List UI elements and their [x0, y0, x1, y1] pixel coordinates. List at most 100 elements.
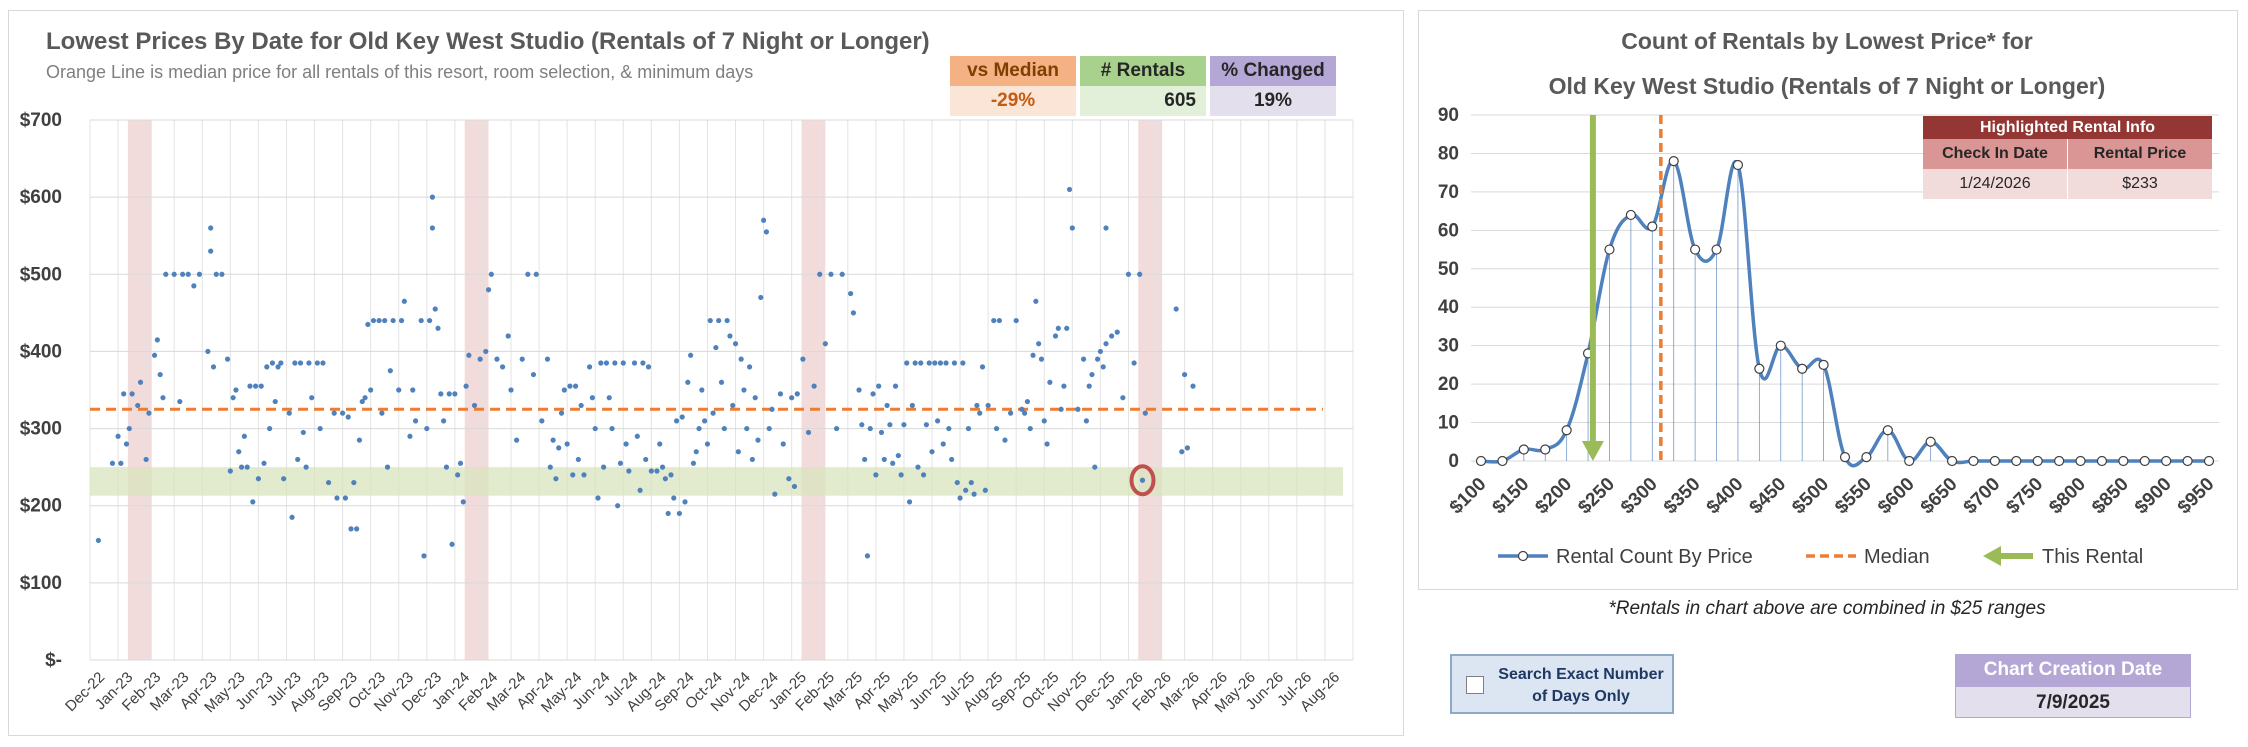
price-point — [241, 433, 247, 439]
price-point — [612, 360, 618, 366]
kpi-vs-median-label: vs Median — [950, 56, 1076, 86]
price-point — [1083, 418, 1089, 424]
price-point — [727, 333, 733, 339]
rental-count-point — [1540, 444, 1551, 455]
price-point — [752, 395, 758, 401]
price-point — [180, 271, 186, 277]
price-point — [196, 271, 203, 277]
price-point — [255, 476, 261, 482]
exact-days-checkbox[interactable]: Search Exact Number of Days Only — [1450, 654, 1674, 714]
price-point — [965, 425, 972, 432]
price-point — [943, 360, 949, 366]
x-tick-label: $250 — [1574, 474, 1619, 519]
y-tick-label: $400 — [20, 341, 62, 362]
y-tick-label: 90 — [1438, 105, 1459, 126]
price-point — [881, 456, 887, 463]
price-point — [923, 422, 929, 428]
price-point — [463, 383, 469, 389]
price-point — [957, 495, 963, 501]
rental-count-point — [2161, 455, 2172, 467]
x-tick-label: $800 — [2045, 474, 2090, 519]
price-point — [135, 402, 141, 409]
rental-count-point — [1475, 455, 1487, 467]
price-point — [297, 360, 304, 366]
price-point — [236, 449, 242, 455]
price-point — [1184, 445, 1191, 451]
price-point — [224, 356, 231, 362]
price-point — [811, 383, 817, 389]
price-point — [581, 472, 587, 478]
price-point — [1109, 333, 1115, 339]
price-point — [154, 337, 160, 343]
price-point — [351, 479, 357, 486]
price-point — [873, 472, 879, 478]
price-point — [979, 364, 986, 370]
price-point — [129, 391, 135, 397]
kpi-changed-label: % Changed — [1210, 56, 1336, 86]
price-point — [460, 499, 466, 505]
price-point — [345, 414, 351, 420]
price-point — [443, 464, 450, 470]
price-point — [387, 368, 393, 374]
price-point — [954, 479, 960, 486]
price-point — [789, 395, 795, 401]
price-point — [974, 402, 980, 409]
price-point — [859, 422, 865, 428]
price-point — [761, 217, 767, 223]
price-point — [466, 352, 472, 358]
price-point — [1086, 383, 1092, 389]
price-point — [295, 456, 301, 463]
price-point — [932, 360, 938, 366]
highlighted-rental-marker — [1129, 464, 1156, 497]
price-point — [1036, 341, 1042, 347]
price-point — [1069, 225, 1075, 231]
rental-count-point — [2011, 455, 2022, 467]
price-point — [920, 472, 927, 478]
price-point — [1047, 379, 1053, 385]
price-point — [940, 441, 946, 447]
price-point — [1094, 356, 1101, 362]
price-point — [544, 356, 551, 362]
price-point — [659, 464, 666, 470]
price-point — [143, 456, 149, 463]
x-tick-label: $350 — [1660, 474, 1705, 519]
price-point — [370, 317, 377, 324]
price-point — [904, 360, 910, 366]
price-point — [553, 476, 559, 482]
price-point — [567, 383, 573, 389]
checkbox-square[interactable] — [1466, 676, 1484, 694]
price-point — [912, 360, 918, 366]
rental-count-point — [1861, 452, 1872, 463]
x-tick-label: $300 — [1617, 474, 1662, 519]
price-point — [898, 472, 904, 478]
rental-count-point — [2182, 455, 2193, 467]
rental-count-point — [2054, 455, 2065, 467]
price-point — [741, 387, 747, 393]
price-point — [109, 460, 116, 466]
price-point — [777, 391, 784, 397]
distribution-footnote: *Rentals in chart above are combined in … — [1608, 598, 2046, 619]
price-point — [643, 456, 649, 463]
rental-count-point — [1839, 452, 1851, 463]
price-point — [915, 464, 921, 470]
price-point — [710, 410, 716, 416]
price-point — [682, 499, 688, 505]
y-tick-label: 80 — [1438, 143, 1459, 164]
rental-count-point — [1690, 244, 1701, 255]
highlight-table: Highlighted Rental Info Check In Date Re… — [1923, 116, 2212, 199]
y-tick-label: $100 — [20, 573, 62, 594]
price-point — [286, 410, 292, 416]
price-point — [867, 425, 873, 432]
price-point — [272, 398, 278, 405]
price-point — [721, 425, 727, 432]
price-point — [960, 360, 966, 366]
price-point — [356, 437, 363, 443]
price-point — [856, 387, 862, 393]
price-point — [637, 487, 643, 493]
price-point — [556, 445, 562, 451]
scatter-title: Lowest Prices By Date for Old Key West S… — [46, 28, 930, 55]
price-point — [384, 464, 391, 470]
price-point — [348, 526, 354, 532]
price-point — [946, 425, 952, 432]
price-point — [971, 491, 977, 497]
